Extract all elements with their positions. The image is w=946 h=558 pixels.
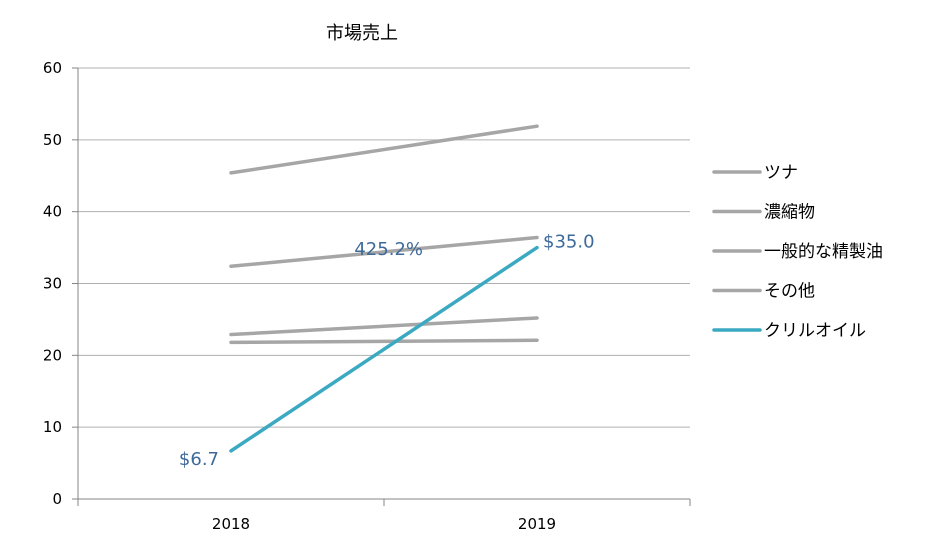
series-lines — [229, 124, 539, 453]
legend-label-1: 濃縮物 — [764, 203, 815, 223]
y-tick-label-10: 10 — [43, 418, 62, 436]
legend-label-2: 一般的な精製油 — [764, 242, 883, 262]
chart-title: 市場売上 — [326, 23, 398, 44]
y-tick-label-60: 60 — [43, 59, 62, 77]
legend-label-4: クリルオイル — [764, 321, 866, 341]
y-tick-label-50: 50 — [43, 131, 62, 149]
legend-label-3: その他 — [764, 282, 815, 302]
y-tick-label-20: 20 — [43, 346, 62, 364]
gridlines — [78, 67, 690, 428]
series-line-4 — [229, 245, 539, 453]
y-tick-label-40: 40 — [43, 203, 62, 221]
data-label-0: $6.7 — [179, 449, 219, 470]
series-line-2 — [229, 235, 539, 269]
legend-label-0: ツナ — [764, 163, 798, 183]
axes: 0 10 20 30 40 50 60 2018 2019 — [43, 59, 691, 533]
x-tick-label-2019: 2019 — [518, 515, 556, 533]
y-tick-label-0: 0 — [52, 490, 62, 508]
series-line-3 — [229, 316, 539, 337]
data-label-2: 425.2% — [354, 239, 423, 260]
series-line-0 — [229, 124, 539, 175]
x-tick-label-2018: 2018 — [212, 515, 250, 533]
y-tick-label-30: 30 — [43, 275, 62, 293]
series-line-1 — [229, 338, 539, 345]
data-label-1: $35.0 — [543, 232, 595, 253]
data-labels: $6.7 $35.0 425.2% — [179, 232, 595, 470]
